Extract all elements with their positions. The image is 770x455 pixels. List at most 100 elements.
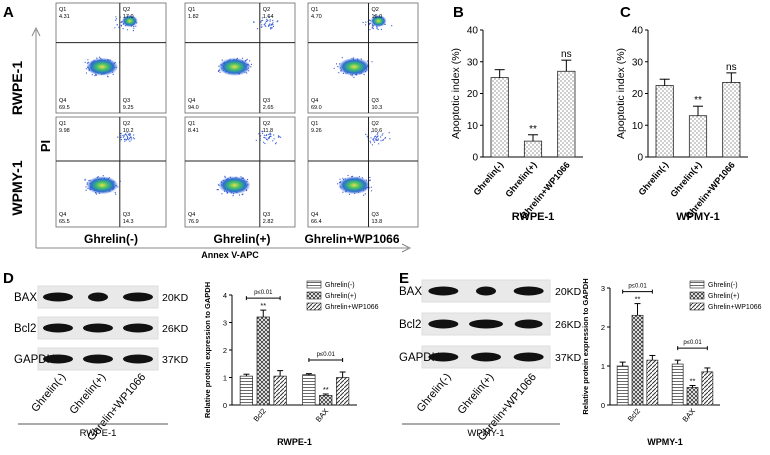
y-tick-label: 3: [601, 284, 605, 293]
scatter-dot: [120, 135, 122, 137]
protein-label: GAPDH: [399, 352, 440, 364]
quadrant-name-q1: Q1: [59, 121, 66, 127]
legend-label: Ghrelin(+): [325, 293, 356, 300]
scatter-dot: [130, 139, 132, 141]
lane-label: Ghrelin(-): [29, 371, 68, 414]
lane-label: Ghrelin(+): [455, 371, 496, 416]
scatter-dot: [377, 135, 379, 137]
scatter-dot: [85, 72, 88, 74]
significance-mark: **: [635, 295, 641, 304]
scatter-dot: [133, 134, 135, 136]
bar: [319, 395, 333, 406]
scatter-dot: [135, 25, 137, 27]
scatter-dot: [369, 29, 371, 31]
chart-c: 0 10 20 30 40 Apoptotic index (%) Ghrelin(-) **…: [615, 26, 748, 223]
western-blot-e: BAX 20KD Bcl2 26KD GAPDH 37KD Ghrelin(-) Ghreli…: [399, 279, 582, 443]
scatter-dot: [123, 138, 125, 140]
scatter-dot: [382, 133, 384, 135]
density-hotspot: [218, 57, 251, 76]
density-hotspot: [370, 15, 387, 27]
lane-label: Ghrelin(+): [67, 371, 108, 416]
scatter-dot: [112, 73, 114, 75]
panel-c: C 0 10 20 30 40 Apoptotic index (%) Ghrelin(-)…: [615, 4, 748, 223]
protein-band: [123, 354, 153, 364]
y-tick-label: 0: [637, 153, 643, 164]
protein-band: [88, 292, 108, 302]
scatter-dot: [274, 143, 277, 145]
scatter-dot: [123, 135, 125, 137]
quadrant-value-q3: 10.3: [372, 105, 383, 111]
quadrant-name-q3: Q3: [263, 212, 270, 218]
size-marker: 26KD: [162, 323, 189, 335]
quadrant-value-q1: 9.98: [59, 128, 70, 134]
scatter-dot: [114, 191, 116, 193]
size-marker: 37KD: [555, 352, 582, 364]
quadrant-value-q2: 16.0: [372, 14, 383, 20]
scatter-dot: [219, 71, 221, 73]
quadrant-name-q4: Q4: [59, 98, 66, 104]
scatter-dot: [132, 137, 134, 139]
scatter-dot: [272, 24, 274, 26]
scatter-dot: [380, 28, 382, 30]
scatter-dot: [120, 139, 122, 141]
scatter-dot: [245, 59, 247, 61]
quadrant-name-q3: Q3: [123, 212, 130, 218]
bar: [490, 77, 509, 158]
scatter-dot: [373, 141, 376, 143]
panel-a: A RWPE-1 WPMY-1 PI Q14.31Q217.0Q39.25Q46…: [3, 2, 419, 260]
scatter-dot: [339, 178, 341, 180]
scatter-dot: [384, 137, 386, 139]
scatter-dot: [374, 135, 376, 138]
quadrant-name-q2: Q2: [372, 7, 379, 13]
scatter-dot: [369, 19, 371, 21]
quadrant-value-q2: 10.6: [372, 128, 383, 134]
quadrant-name-q1: Q1: [311, 121, 318, 127]
scatter-dot: [127, 136, 129, 138]
scatter-dot: [275, 142, 277, 144]
quadrant-value-q2: 11.8: [263, 128, 273, 134]
scatter-dot: [342, 191, 344, 193]
scatter-dot: [265, 134, 267, 137]
scatter-dot: [273, 138, 275, 140]
protein-band: [514, 319, 543, 329]
quadrant-name-q4: Q4: [188, 212, 195, 218]
density-hotspot: [338, 176, 371, 195]
scatter-dot: [241, 194, 243, 196]
panel-label-c: C: [620, 4, 631, 21]
pvalue-label: p≤0.01: [628, 284, 647, 290]
scatter-dot: [115, 16, 117, 18]
y-tick-label: 10: [467, 121, 479, 132]
protein-band: [83, 354, 113, 364]
bar: [646, 359, 659, 406]
panel-label-b: B: [453, 4, 464, 21]
scatter-dot: [272, 140, 274, 142]
y-tick-label: 30: [632, 57, 644, 68]
scatter-dot: [376, 133, 378, 135]
scatter-dot: [116, 24, 118, 26]
scatter-dot: [338, 72, 340, 74]
scatter-dot: [217, 70, 220, 72]
plot-frame: [55, 2, 167, 114]
scatter-dot: [117, 136, 119, 138]
quadrant-name-q3: Q3: [372, 212, 379, 218]
protein-band: [476, 286, 496, 296]
scatter-dot: [87, 59, 89, 61]
scatter-dot: [389, 138, 391, 140]
significance-mark: **: [690, 377, 696, 386]
scatter-dot: [268, 16, 270, 18]
density-hotspot: [86, 57, 119, 76]
scatter-dot: [265, 20, 267, 22]
row-label-rwpe1: RWPE-1: [9, 61, 25, 115]
scatter-dot: [85, 189, 87, 191]
scatter-dot: [133, 138, 136, 140]
scatter-dot: [261, 26, 263, 28]
plot-frame: [184, 2, 296, 114]
scatter-dot: [335, 63, 338, 65]
pvalue-label: p≤0.01: [254, 290, 273, 296]
scatter-dot: [377, 132, 379, 134]
quadrant-name-q1: Q1: [311, 7, 318, 13]
x-tick-label: Ghrelin(+): [668, 160, 703, 199]
quadrant-value-q2: 17.0: [123, 14, 134, 20]
cell-line-label: WPMY-1: [467, 428, 504, 439]
